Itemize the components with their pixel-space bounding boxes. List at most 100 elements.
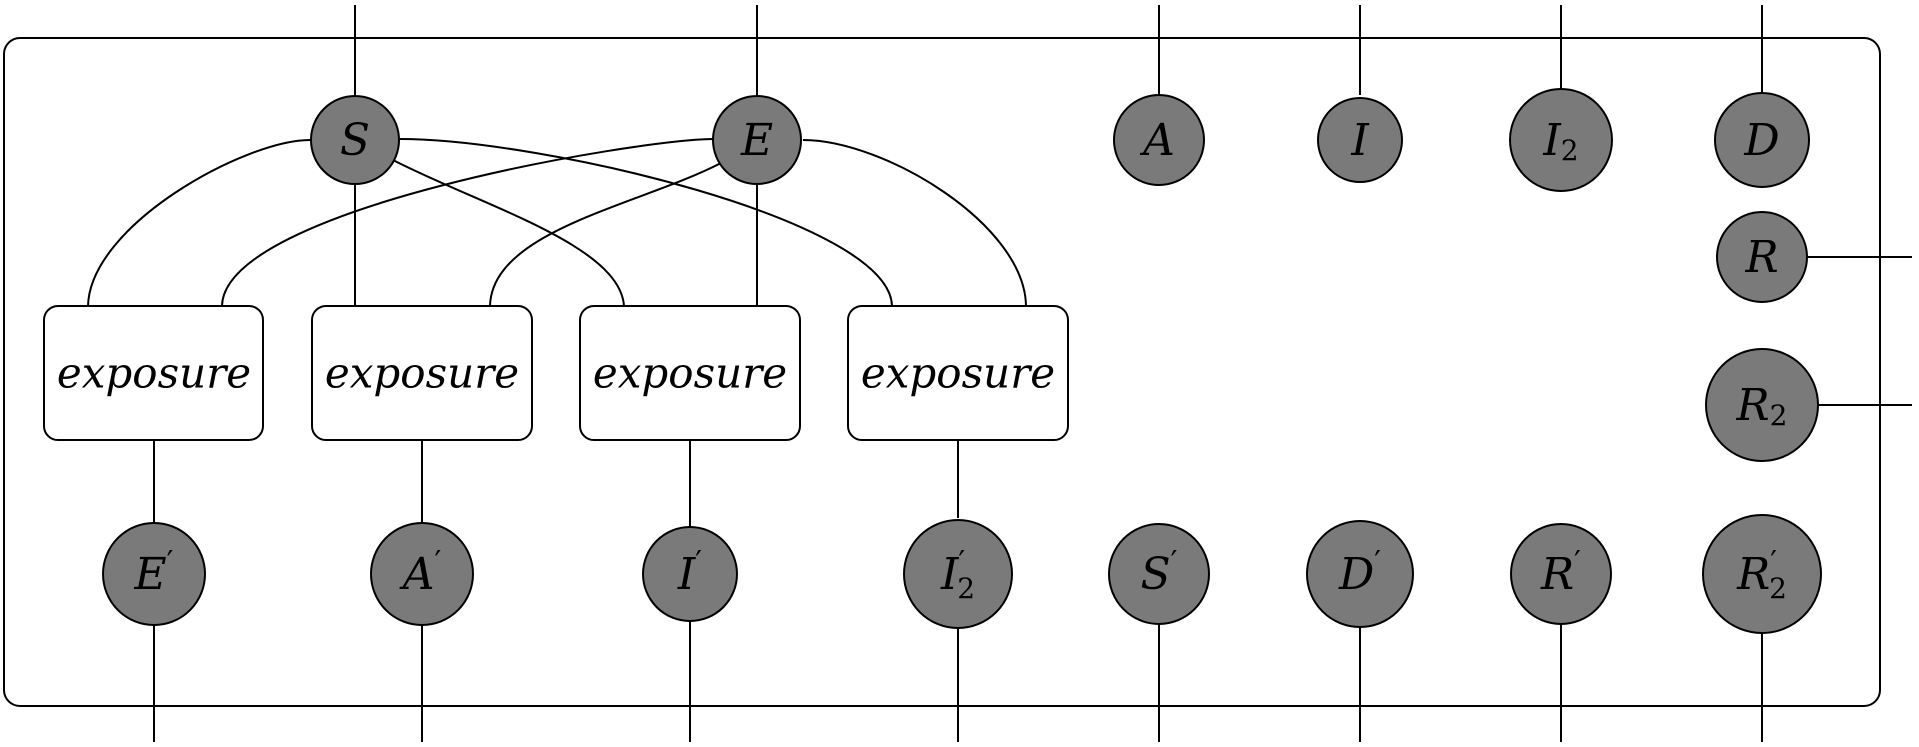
exposure-box-3: exposure	[579, 305, 801, 441]
node-I2-prime-mark: ′	[958, 545, 965, 580]
node-R2-prime-label: R′ 2	[1736, 545, 1787, 605]
node-D-label: D	[1743, 115, 1779, 166]
wire-S-box3	[392, 159, 625, 307]
node-D-symbol: D	[1743, 115, 1779, 166]
exposure-box-frame	[847, 305, 1069, 441]
node-I-prime: I′	[642, 526, 738, 622]
node-D-circle	[1714, 92, 1810, 188]
nodes: S E A I I2 D R R2	[102, 88, 1822, 634]
node-E: E	[712, 95, 802, 185]
node-I2-prime-subscript: 2	[957, 572, 975, 605]
node-S: S	[310, 95, 400, 185]
node-A-prime-label: A′	[399, 545, 442, 600]
node-I2-prime-label: I′ 2	[940, 545, 975, 605]
node-S-circle	[310, 95, 400, 185]
node-R2-prime-mark: ′	[1770, 545, 1777, 580]
node-I-prime-mark: ′	[695, 545, 702, 580]
wire-S-box4	[399, 138, 893, 307]
node-D-prime-mark: ′	[1374, 545, 1381, 580]
node-S-prime-circle	[1108, 523, 1210, 625]
node-I-prime-symbol: I	[677, 549, 697, 600]
node-E-prime-mark: ′	[167, 545, 174, 580]
node-R2-subscript: 2	[1770, 399, 1788, 432]
node-E-prime-symbol: E	[134, 549, 167, 600]
exposure-box-label: exposure	[325, 349, 519, 398]
node-A-label: A	[1139, 115, 1175, 166]
node-D-prime-circle	[1306, 520, 1414, 628]
outer-frame	[3, 37, 1881, 707]
node-E-prime-label: E′	[134, 545, 174, 600]
node-R-circle	[1716, 211, 1808, 303]
node-S-symbol: S	[340, 115, 370, 166]
node-E-prime: E′	[102, 522, 206, 626]
node-I-circle	[1317, 97, 1403, 183]
node-I-label: I	[1350, 115, 1370, 166]
node-R2-symbol: R	[1736, 380, 1770, 431]
node-I2-label: I2	[1542, 115, 1578, 167]
node-R2-prime-subscript: 2	[1769, 572, 1787, 605]
node-I2-prime-symbol: I	[940, 549, 960, 600]
node-S-prime-mark: ′	[1171, 545, 1178, 580]
node-I2-subscript: 2	[1561, 134, 1579, 167]
exposure-box-1: exposure	[43, 305, 264, 441]
node-I2-prime-circle	[903, 519, 1013, 629]
node-A-prime: A′	[370, 522, 474, 626]
node-A: A	[1113, 94, 1205, 186]
exposure-box-2: exposure	[311, 305, 533, 441]
node-A-symbol: A	[1139, 115, 1175, 166]
wire-E-box2	[489, 162, 722, 307]
node-R2-circle	[1705, 348, 1819, 462]
node-S-prime: S′	[1108, 523, 1210, 625]
wire-E-box4	[802, 139, 1027, 307]
node-E-label: E	[740, 115, 773, 166]
node-I-prime-label: I′	[677, 545, 702, 600]
node-E-prime-circle	[102, 522, 206, 626]
node-A-circle	[1113, 94, 1205, 186]
node-S-prime-label: S′	[1141, 545, 1178, 600]
node-I2-circle	[1509, 88, 1613, 192]
exposure-box-frame	[579, 305, 801, 441]
node-A-prime-circle	[370, 522, 474, 626]
node-R-prime-label: R′	[1540, 545, 1581, 600]
node-E-circle	[712, 95, 802, 185]
wire-S-box1	[87, 139, 311, 307]
node-R-label: R	[1744, 232, 1778, 283]
node-I: I	[1317, 97, 1403, 183]
node-S-label: S	[340, 115, 370, 166]
node-R-prime-symbol: R	[1540, 549, 1574, 600]
node-R-prime-mark: ′	[1574, 545, 1581, 580]
node-E-symbol: E	[740, 115, 773, 166]
node-A-prime-symbol: A	[399, 549, 435, 600]
node-R: R	[1716, 211, 1808, 303]
node-I2: I2	[1509, 88, 1613, 192]
exposure-boxes: exposure exposure exposure exposure	[43, 305, 1069, 441]
node-R-symbol: R	[1744, 232, 1778, 283]
node-R-prime: R′	[1510, 523, 1612, 625]
wires	[87, 5, 1912, 742]
node-R2: R2	[1705, 348, 1819, 462]
node-S-prime-symbol: S	[1141, 549, 1171, 600]
exposure-box-label: exposure	[593, 349, 787, 398]
node-A-prime-mark: ′	[434, 545, 441, 580]
node-D: D	[1714, 92, 1810, 188]
exposure-box-frame	[311, 305, 533, 441]
exposure-box-4: exposure	[847, 305, 1069, 441]
node-D-prime-symbol: D	[1338, 549, 1374, 600]
node-D-prime-label: D′	[1338, 545, 1381, 600]
node-R2-label: R2	[1736, 380, 1788, 432]
wire-E-box1	[221, 138, 714, 307]
node-I-prime-circle	[642, 526, 738, 622]
node-R2-prime-circle	[1702, 514, 1822, 634]
node-D-prime: D′	[1306, 520, 1414, 628]
exposure-box-label: exposure	[57, 349, 251, 398]
node-I2-prime: I′ 2	[903, 519, 1013, 629]
node-R2-prime-symbol: R	[1736, 549, 1770, 600]
node-I-symbol: I	[1350, 115, 1370, 166]
node-I2-symbol: I	[1542, 115, 1562, 166]
exposure-box-frame	[43, 305, 264, 441]
exposure-box-label: exposure	[861, 349, 1055, 398]
frame-layer	[3, 37, 1881, 707]
node-R2-prime: R′ 2	[1702, 514, 1822, 634]
node-R-prime-circle	[1510, 523, 1612, 625]
